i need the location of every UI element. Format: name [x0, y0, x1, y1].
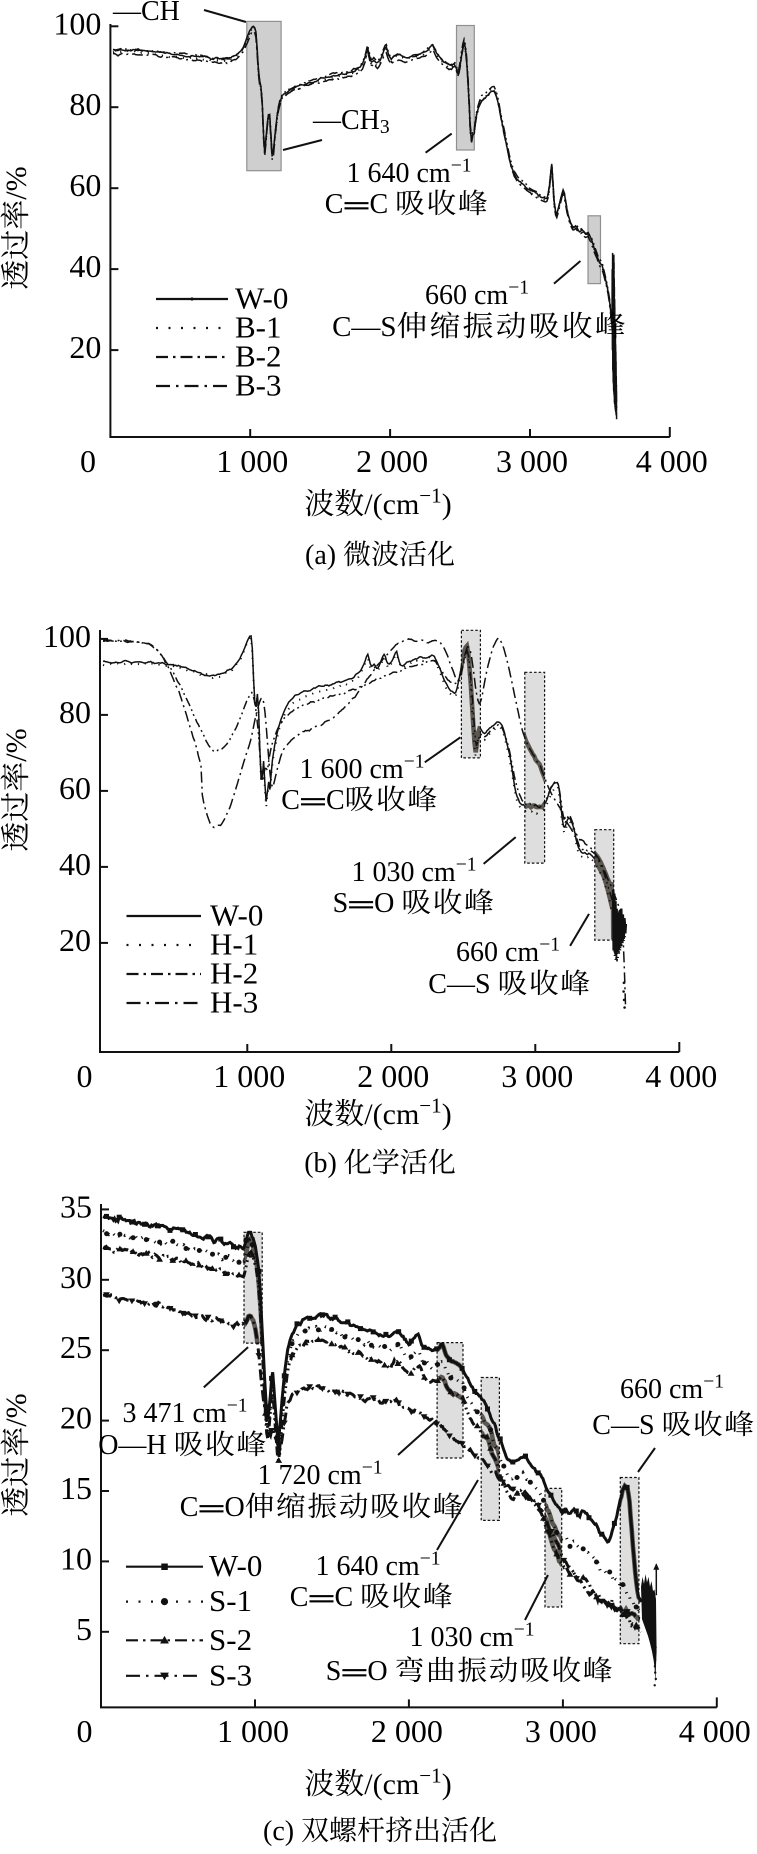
svg-text:W-0: W-0 — [210, 898, 263, 933]
svg-text:1 720 cm: 1 720 cm — [258, 1460, 362, 1491]
svg-text:/(cm: /(cm — [364, 488, 419, 521]
svg-text:C: C — [335, 1582, 354, 1613]
svg-text:S: S — [326, 1656, 342, 1687]
svg-text:W-0: W-0 — [209, 1548, 262, 1583]
svg-text:): ) — [442, 488, 452, 521]
svg-text:4 000: 4 000 — [636, 443, 708, 479]
svg-text:/%: /% — [0, 728, 33, 761]
svg-text:/(cm: /(cm — [364, 1768, 419, 1801]
svg-text:60: 60 — [59, 770, 91, 806]
svg-text:0: 0 — [77, 1713, 93, 1749]
svg-text:1 600 cm: 1 600 cm — [300, 754, 404, 785]
svg-text:C: C — [370, 189, 389, 220]
svg-text:S-2: S-2 — [209, 1622, 252, 1657]
svg-text:/(cm: /(cm — [364, 1098, 419, 1131]
svg-text:B-3: B-3 — [235, 368, 282, 403]
svg-text:1 000: 1 000 — [213, 1058, 285, 1094]
svg-text:−1: −1 — [514, 1619, 535, 1640]
svg-text:C: C — [325, 189, 344, 220]
svg-text:80: 80 — [69, 86, 101, 122]
svg-text:−1: −1 — [456, 854, 477, 875]
svg-text:2 000: 2 000 — [371, 1713, 443, 1749]
svg-text:660 cm: 660 cm — [620, 1374, 703, 1405]
svg-text:−1: −1 — [703, 1371, 724, 1392]
svg-text:(a): (a) — [305, 540, 336, 571]
svg-text:3 471 cm: 3 471 cm — [123, 1398, 227, 1429]
svg-text:1 030 cm: 1 030 cm — [352, 857, 456, 888]
svg-text:2 000: 2 000 — [357, 1058, 429, 1094]
svg-text:30: 30 — [60, 1259, 92, 1295]
svg-text:H-3: H-3 — [210, 985, 258, 1020]
svg-text:1 640 cm: 1 640 cm — [347, 158, 451, 189]
svg-text:—CH: —CH — [312, 105, 380, 136]
svg-text:S: S — [333, 888, 349, 919]
svg-text:B-1: B-1 — [235, 310, 282, 345]
svg-text:C—S: C—S — [592, 1410, 654, 1441]
svg-text:B-2: B-2 — [235, 339, 282, 374]
svg-text:−1: −1 — [419, 484, 441, 508]
svg-text:3 000: 3 000 — [501, 1058, 573, 1094]
svg-text:660 cm: 660 cm — [425, 280, 508, 311]
svg-text:H-1: H-1 — [210, 927, 258, 962]
svg-text:3: 3 — [380, 117, 390, 138]
svg-text:O: O — [367, 1656, 387, 1687]
svg-text:—CH: —CH — [112, 0, 180, 27]
svg-text:660 cm: 660 cm — [456, 937, 539, 968]
svg-text:60: 60 — [69, 167, 101, 203]
svg-text:40: 40 — [69, 248, 101, 284]
svg-text:−1: −1 — [419, 1094, 441, 1118]
svg-text:35: 35 — [60, 1188, 92, 1224]
svg-text:1 640 cm: 1 640 cm — [316, 1551, 420, 1582]
svg-text:100: 100 — [43, 618, 91, 654]
svg-text:C: C — [290, 1582, 309, 1613]
svg-text:S-1: S-1 — [209, 1583, 252, 1618]
svg-text:): ) — [442, 1098, 452, 1131]
svg-text:O—H: O—H — [98, 1430, 166, 1461]
svg-text:3 000: 3 000 — [525, 1713, 597, 1749]
svg-text:H-2: H-2 — [210, 956, 258, 991]
svg-text:0: 0 — [80, 443, 96, 479]
svg-text:−1: −1 — [451, 155, 472, 176]
svg-text:(c): (c) — [263, 1816, 294, 1847]
svg-text:4 000: 4 000 — [679, 1713, 751, 1749]
svg-text:25: 25 — [60, 1329, 92, 1365]
svg-text:/%: /% — [0, 1393, 33, 1426]
svg-text:C—S: C—S — [332, 311, 396, 343]
svg-text:/%: /% — [0, 166, 33, 199]
svg-text:−1: −1 — [420, 1548, 441, 1569]
svg-text:−1: −1 — [539, 934, 560, 955]
svg-text:−1: −1 — [362, 1457, 383, 1478]
svg-text:3 000: 3 000 — [496, 443, 568, 479]
svg-text:−1: −1 — [404, 751, 425, 772]
svg-text:−1: −1 — [508, 277, 529, 298]
svg-text:20: 20 — [69, 329, 101, 365]
svg-text:2 000: 2 000 — [356, 443, 428, 479]
svg-text:S-3: S-3 — [209, 1657, 252, 1692]
svg-text:0: 0 — [77, 1058, 93, 1094]
svg-text:C: C — [180, 1492, 199, 1523]
svg-text:C—S: C—S — [428, 969, 490, 1000]
svg-text:W-0: W-0 — [235, 281, 288, 316]
svg-text:100: 100 — [53, 5, 101, 41]
svg-text:−1: −1 — [227, 1395, 248, 1416]
svg-text:4 000: 4 000 — [645, 1058, 717, 1094]
svg-text:1 000: 1 000 — [217, 1713, 289, 1749]
svg-text:): ) — [442, 1768, 452, 1801]
svg-text:20: 20 — [59, 922, 91, 958]
svg-text:C: C — [326, 785, 345, 816]
svg-text:80: 80 — [59, 694, 91, 730]
svg-text:(b): (b) — [304, 1148, 337, 1179]
svg-text:C: C — [281, 785, 300, 816]
svg-text:40: 40 — [59, 846, 91, 882]
svg-text:10: 10 — [60, 1540, 92, 1576]
svg-text:O: O — [225, 1492, 245, 1523]
svg-text:20: 20 — [60, 1400, 92, 1436]
svg-text:−1: −1 — [419, 1764, 441, 1788]
svg-text:1 000: 1 000 — [216, 443, 288, 479]
svg-text:O: O — [374, 888, 394, 919]
svg-text:15: 15 — [60, 1470, 92, 1506]
svg-text:1 030 cm: 1 030 cm — [410, 1622, 514, 1653]
svg-text:5: 5 — [76, 1611, 92, 1647]
